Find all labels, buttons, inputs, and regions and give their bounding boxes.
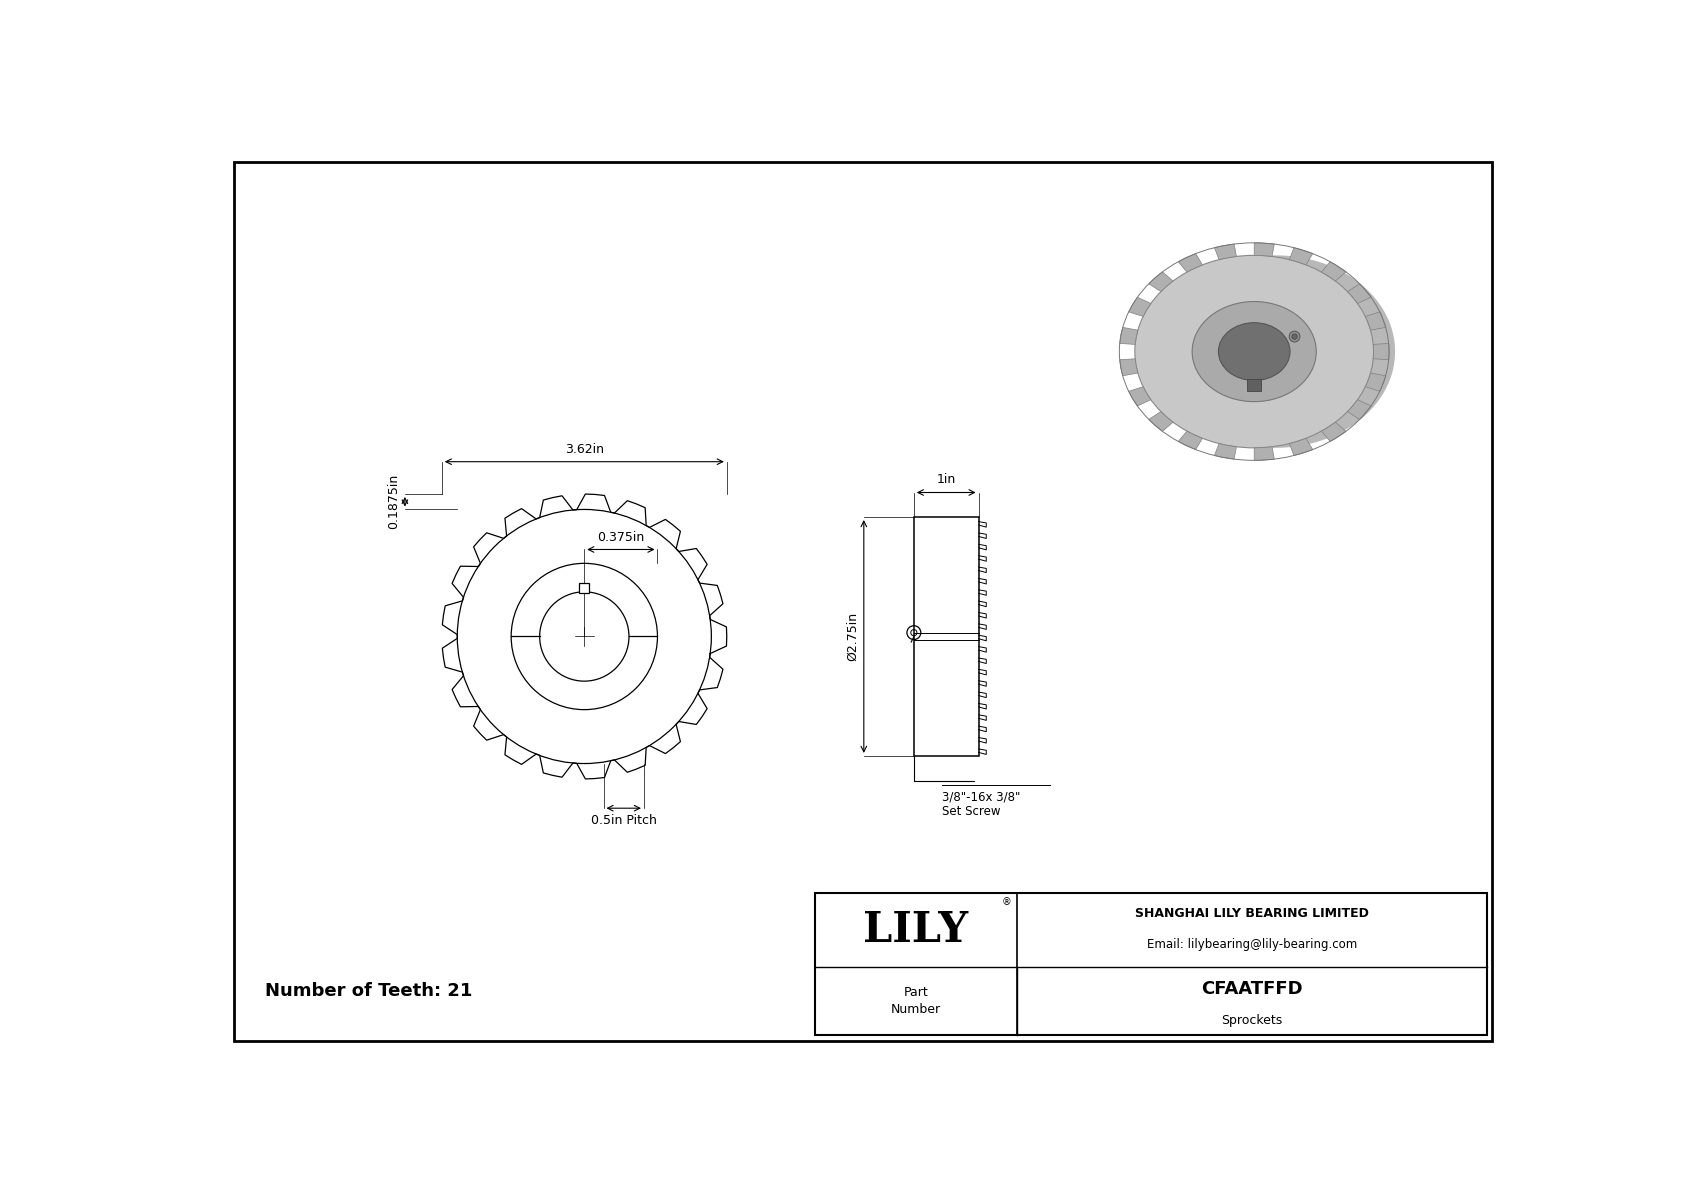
Polygon shape [1347, 400, 1371, 419]
Polygon shape [1347, 283, 1371, 304]
Polygon shape [1214, 244, 1236, 260]
Circle shape [1292, 333, 1297, 339]
Polygon shape [1179, 431, 1202, 449]
Bar [1248, 379, 1261, 392]
Polygon shape [1366, 373, 1386, 392]
Polygon shape [1372, 343, 1389, 360]
Polygon shape [1255, 447, 1275, 461]
Polygon shape [1128, 298, 1150, 317]
Polygon shape [1255, 243, 1275, 256]
Ellipse shape [1192, 301, 1317, 401]
Polygon shape [1322, 422, 1346, 442]
Polygon shape [1366, 312, 1386, 330]
Polygon shape [1214, 443, 1236, 460]
Text: SHANGHAI LILY BEARING LIMITED: SHANGHAI LILY BEARING LIMITED [1135, 908, 1369, 921]
Text: 0.5in Pitch: 0.5in Pitch [591, 815, 657, 828]
Polygon shape [1290, 248, 1314, 264]
Text: 0.375in: 0.375in [598, 531, 645, 544]
Text: Part
Number: Part Number [891, 986, 941, 1016]
Bar [914, 517, 978, 756]
Text: LILY: LILY [864, 909, 968, 950]
Text: 3/8"-16x 3/8"
Set Screw: 3/8"-16x 3/8" Set Screw [943, 791, 1021, 818]
Text: Ø2.75in: Ø2.75in [845, 612, 859, 661]
Text: Number of Teeth: 21: Number of Teeth: 21 [264, 981, 472, 999]
Bar [579, 584, 589, 593]
Polygon shape [1128, 387, 1150, 406]
Polygon shape [1148, 272, 1174, 292]
Polygon shape [1120, 328, 1138, 344]
Text: CFAATFFD: CFAATFFD [1201, 980, 1302, 998]
Text: 0.1875in: 0.1875in [387, 474, 401, 529]
Polygon shape [1179, 254, 1202, 272]
Polygon shape [1290, 438, 1314, 455]
Text: 1in: 1in [936, 473, 957, 486]
Ellipse shape [1219, 323, 1290, 380]
Text: Sprockets: Sprockets [1221, 1014, 1283, 1027]
Polygon shape [1322, 262, 1346, 281]
Text: Email: lilybearing@lily-bearing.com: Email: lilybearing@lily-bearing.com [1147, 939, 1357, 952]
Polygon shape [1120, 358, 1138, 376]
Polygon shape [1255, 255, 1394, 448]
Circle shape [1290, 331, 1300, 342]
Polygon shape [1148, 412, 1174, 431]
Bar [815, 893, 1487, 1035]
Text: ®: ® [1002, 897, 1012, 906]
Ellipse shape [1135, 255, 1374, 448]
Text: 3.62in: 3.62in [564, 443, 605, 455]
